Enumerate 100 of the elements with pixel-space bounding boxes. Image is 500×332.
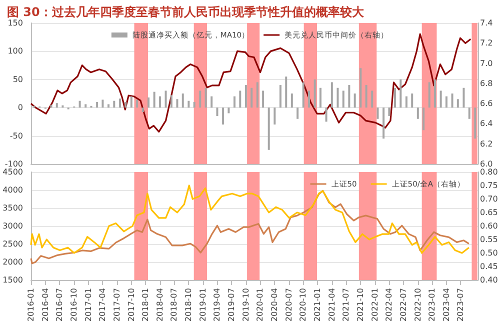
bar [445,96,448,108]
y2-tick-label: 6.8 [480,78,493,88]
x-tick-label: 2016-04 [40,288,50,322]
x-tick-label: 2023-04 [442,288,451,322]
bar [462,88,465,108]
bar [456,99,459,108]
x-tick-label: 2020-10 [298,288,308,322]
x-tick-label: 2021-10 [356,288,365,322]
y2-tick-label: 0.70 [480,194,498,204]
y2-tick-label: 0.65 [480,208,498,217]
y-tick-label: 4000 [2,186,23,194]
bar [360,68,362,108]
x-tick-label: 2016-01 [26,288,36,322]
x-tick-label: 2023-01 [428,288,437,322]
y2-tick-label: 7.0 [480,58,493,68]
x-tick-label: 2022-10 [413,288,422,322]
x-tick-label: 2022-07 [398,288,408,322]
bar [222,108,224,125]
bar [325,108,328,122]
bar [239,90,242,108]
y-tick-label: 2500 [2,240,23,248]
bar [193,102,196,108]
y-tick-label: 2000 [2,258,23,266]
y-tick-label: -100 [4,160,23,168]
bar [314,79,316,108]
bar [102,100,104,108]
bar [354,94,356,108]
x-tick-label: 2018-07 [170,288,179,322]
y-tick-label: 150 [8,18,23,28]
y2-tick-label: 0.55 [480,235,498,244]
bar [256,82,258,108]
x-tick-label: 2018-01 [141,288,150,322]
bar [250,88,253,108]
bar [434,79,436,108]
y2-tick-label: 0.45 [480,262,498,271]
bar [400,79,402,108]
bar [405,96,408,108]
bar [348,85,350,108]
x-tick-label: 2020-07 [284,288,294,322]
bar [411,94,414,108]
bar [451,94,454,108]
bar [233,96,236,108]
x-tick-label: 2017-10 [126,288,136,322]
y-tick-label: 50 [12,74,23,84]
bar [394,88,396,108]
bar [153,92,156,108]
bar [136,100,138,108]
y2-tick-label: 0.50 [480,248,498,258]
bar [56,103,58,108]
line-series [30,190,470,264]
bar [84,104,87,108]
bar [382,108,385,139]
bar [124,102,127,108]
y-tick-label: 3000 [2,222,23,230]
bar [164,90,167,108]
bar [279,85,282,108]
x-tick-label: 2018-04 [155,288,164,322]
y2-tick-label: 0.60 [480,222,498,230]
bar [296,108,299,119]
bar [422,108,425,130]
bar [290,94,293,108]
bar [371,90,374,108]
y2-tick-label: 0.80 [480,168,498,176]
bar [78,100,81,108]
bar [376,108,379,119]
y2-tick-label: 0.75 [480,181,498,190]
bar [199,90,202,108]
line-series [30,33,472,133]
bar [142,108,144,112]
bar [148,97,150,108]
x-tick-label: 2017-07 [112,288,122,322]
bar [416,108,419,119]
y-tick-label: -50 [10,131,23,140]
bar [365,85,368,108]
x-tick-label: 2019-07 [226,288,236,322]
bar [468,108,470,119]
x-tick-label: 2018-10 [184,288,194,322]
x-tick-label: 2023-07 [456,288,466,322]
bar [108,104,110,108]
bar [130,96,132,108]
x-tick-label: 2019-04 [212,288,222,322]
bar [262,90,264,108]
bar [308,90,310,108]
bar [204,88,207,108]
bar [302,82,304,108]
bar [336,88,339,108]
bar [188,100,190,108]
bar [170,95,172,108]
bar [440,90,442,108]
y-tick-label: 0 [18,103,23,112]
bar [244,85,247,108]
y-tick-label: 1500 [2,276,23,284]
x-tick-label: 2022-04 [384,288,394,322]
y-tick-label: 4500 [2,168,23,176]
bar [319,88,322,108]
bar [118,98,121,108]
x-tick-label: 2021-04 [327,288,336,322]
bar [330,82,333,108]
bar [182,94,184,108]
x-tick-label: 2017-01 [84,288,93,322]
